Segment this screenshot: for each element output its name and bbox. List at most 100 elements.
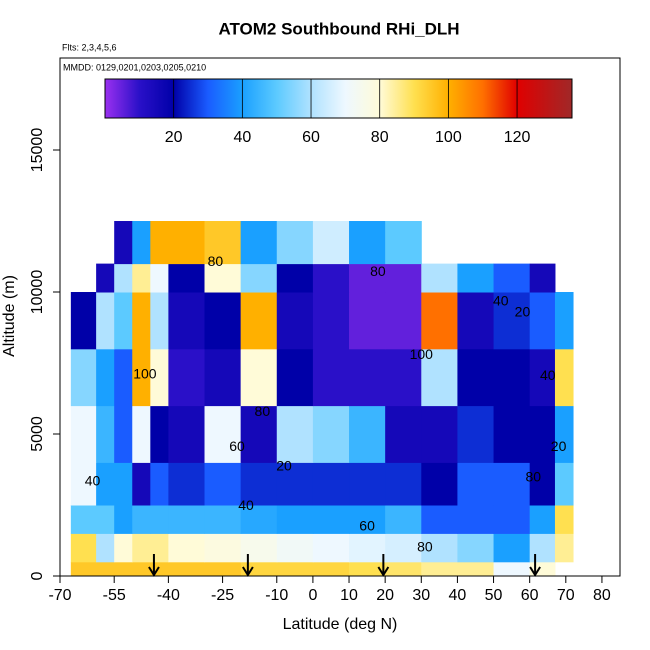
heat-cell	[385, 533, 422, 563]
heat-cell	[204, 221, 242, 265]
heat-cell	[312, 221, 350, 265]
heat-cell	[150, 221, 169, 265]
heat-cell	[114, 462, 133, 506]
heat-cell	[457, 292, 495, 350]
contour-label: 20	[276, 458, 292, 474]
heat-cell	[70, 405, 97, 463]
heat-cell	[204, 348, 242, 407]
heat-cell	[529, 263, 556, 293]
heat-cell	[421, 405, 458, 463]
heat-cell	[96, 292, 115, 350]
heat-cell	[114, 561, 133, 577]
heat-cell	[204, 505, 242, 534]
heat-cell	[312, 505, 350, 534]
heat-cell	[132, 348, 151, 407]
heat-cell	[168, 221, 206, 265]
heat-cell	[168, 462, 206, 506]
heat-cell	[132, 263, 151, 293]
heat-cell	[421, 292, 458, 350]
heat-cell	[150, 405, 169, 463]
heat-cell	[114, 505, 133, 534]
x-tick-label: -10	[265, 587, 288, 604]
x-tick-label: -70	[48, 587, 71, 604]
heat-cell	[312, 533, 350, 563]
heat-cell	[276, 561, 314, 577]
heat-cell	[493, 533, 531, 563]
y-tick-label: 0	[29, 571, 46, 580]
heat-cell	[457, 348, 495, 407]
heat-cell	[240, 263, 278, 293]
heat-cell	[150, 505, 169, 534]
heat-cell	[457, 533, 495, 563]
heat-cell	[312, 348, 350, 407]
x-tick-label: 30	[412, 587, 430, 604]
colorbar-tick-label: 100	[435, 129, 462, 146]
heat-cell	[204, 533, 242, 563]
x-tick-label: 20	[376, 587, 394, 604]
heat-cell	[385, 221, 422, 265]
heat-cell	[457, 561, 495, 577]
heat-cell	[312, 263, 350, 293]
colorbar-tick-label: 40	[233, 129, 251, 146]
heat-cell	[240, 561, 278, 577]
heat-cell	[96, 561, 115, 577]
x-tick-label: -40	[157, 587, 180, 604]
heat-cell	[349, 348, 386, 407]
heat-cell	[349, 405, 386, 463]
heat-cell	[70, 505, 97, 534]
contour-label: 20	[515, 304, 531, 320]
contour-label: 100	[410, 346, 434, 362]
heat-cell	[114, 533, 133, 563]
heat-cell	[457, 405, 495, 463]
heat-cell	[385, 462, 422, 506]
contour-label: 40	[493, 293, 509, 309]
colorbar	[104, 78, 573, 119]
heat-cell	[457, 505, 495, 534]
heat-cell	[70, 348, 97, 407]
heat-cell	[96, 405, 115, 463]
subtitle: Flts: 2,3,4,5,6	[62, 42, 117, 52]
heat-cell	[96, 533, 115, 563]
heat-cell	[168, 505, 206, 534]
heat-cell	[493, 292, 531, 350]
heat-cell	[114, 405, 133, 463]
heat-cell	[276, 505, 314, 534]
flight-arrow-head	[148, 566, 160, 577]
heat-cell	[114, 292, 133, 350]
heat-cell	[554, 348, 574, 407]
contour-label: 60	[359, 518, 375, 534]
heat-cell	[150, 533, 169, 563]
y-tick-label: 15000	[29, 128, 46, 173]
heat-cell	[240, 462, 278, 506]
heat-cell	[554, 462, 574, 506]
heat-cell	[132, 462, 151, 506]
y-axis-label: Altitude (m)	[1, 275, 18, 357]
heat-cell	[150, 263, 169, 293]
x-tick-label: 60	[521, 587, 539, 604]
heat-cell	[385, 348, 422, 407]
x-axis-label: Latitude (deg N)	[283, 616, 398, 633]
contour-label: 80	[370, 263, 386, 279]
heat-cell	[529, 533, 556, 563]
heat-cell	[132, 292, 151, 350]
heat-cell	[529, 292, 556, 350]
flight-arrow-head	[377, 566, 390, 577]
x-tick-label: -25	[211, 587, 234, 604]
heat-cell	[276, 405, 314, 463]
heat-cell	[421, 348, 458, 407]
heat-cell	[240, 221, 278, 265]
flight-arrow-head	[242, 566, 254, 577]
heat-cell	[554, 505, 574, 534]
x-tick-label: 40	[449, 587, 467, 604]
heat-cell	[240, 505, 278, 534]
heat-cell	[132, 533, 151, 563]
heat-cell	[204, 462, 242, 506]
heat-cell	[70, 561, 97, 577]
contour-label: 20	[551, 438, 567, 454]
heat-cell	[276, 263, 314, 293]
colorbar-tick-label: 80	[371, 129, 389, 146]
contour-label: 40	[540, 367, 556, 383]
heat-cell	[204, 292, 242, 350]
heat-cell	[96, 462, 115, 506]
heat-cell	[204, 263, 242, 293]
